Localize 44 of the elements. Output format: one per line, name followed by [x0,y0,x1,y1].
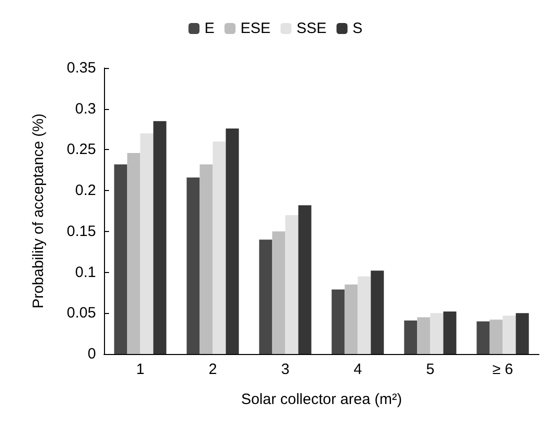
legend-label: S [352,20,363,37]
y-tick-label: 0.2 [75,182,96,200]
x-tick-label: 5 [426,361,434,378]
bar [490,320,503,354]
bar [516,313,529,354]
bar [200,164,213,354]
y-tick-label: 0.15 [66,222,96,240]
legend-label: SSE [296,20,327,37]
y-tick-label: 0.05 [66,304,96,322]
x-tick-label: 4 [354,361,362,378]
x-tick-label: 2 [208,361,217,378]
bar [259,240,272,354]
bar [404,320,418,354]
y-tick-label: 0.25 [66,141,96,158]
x-tick-label: ≥ 6 [492,361,514,378]
legend-label: E [204,20,214,37]
bar [430,313,444,354]
bar [370,270,384,354]
bar [153,121,166,354]
bar [226,128,239,354]
bar [417,317,430,354]
bar [272,231,286,354]
bar [140,133,154,354]
bar [358,276,371,354]
y-axis-title: Probability of acceptance (%) [30,113,47,309]
bar [476,321,490,354]
x-tick-label: 1 [136,361,144,378]
bar [114,164,128,354]
y-tick-label: 0 [88,346,96,362]
bar [332,289,345,354]
y-tick-label: 0.1 [75,264,96,281]
legend-label: ESE [240,20,270,37]
bar [298,205,312,354]
bar [443,312,456,354]
bar [502,316,516,354]
x-tick-label: 3 [281,361,290,378]
bar [212,142,226,354]
y-tick-label: 0.35 [66,60,96,76]
bar [186,177,200,354]
bar [285,215,298,354]
bar [344,284,358,354]
y-tick-label: 0.3 [75,100,96,118]
x-axis-title: Solar collector area (m²) [241,391,402,408]
bar [127,152,140,354]
